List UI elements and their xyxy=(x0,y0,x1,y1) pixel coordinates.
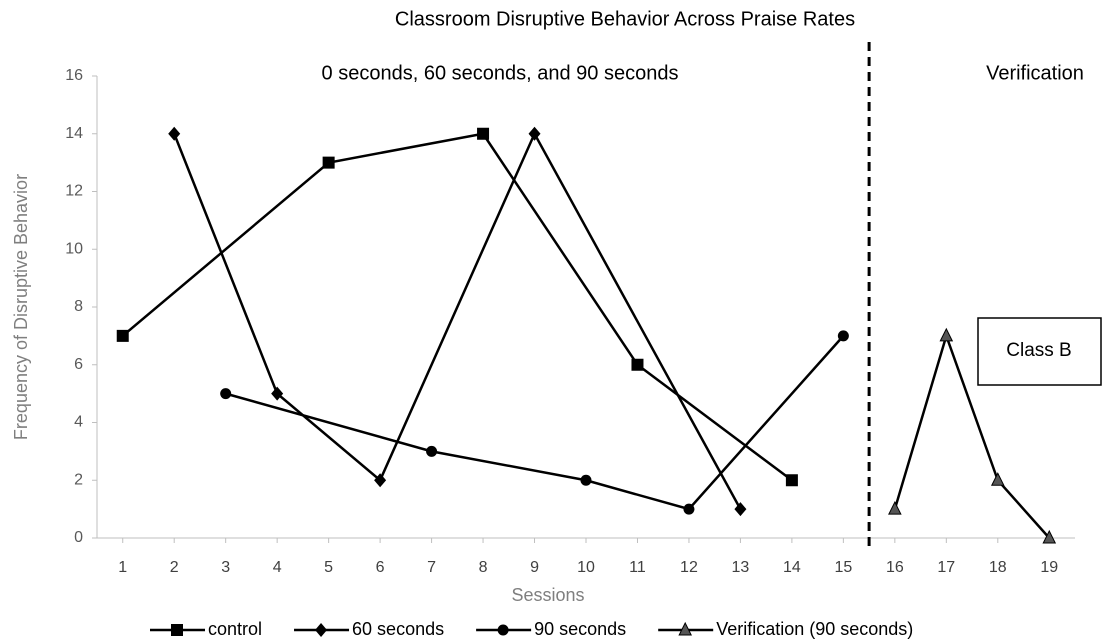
x-tick-label: 14 xyxy=(783,559,801,576)
class-label: Class B xyxy=(1006,340,1071,361)
marker xyxy=(220,388,232,400)
marker xyxy=(734,502,747,517)
marker xyxy=(631,358,644,371)
marker xyxy=(168,126,181,141)
y-tick-label: 16 xyxy=(65,67,83,84)
x-tick-label: 9 xyxy=(530,559,539,576)
marker xyxy=(116,329,129,342)
x-tick-label: 12 xyxy=(680,559,698,576)
x-tick-label: 1 xyxy=(118,559,127,576)
marker xyxy=(939,327,954,342)
x-tick-label: 4 xyxy=(273,559,282,576)
x-tick-label: 3 xyxy=(221,559,230,576)
x-tick-label: 6 xyxy=(376,559,385,576)
series-line xyxy=(893,331,1051,539)
x-tick-label: 5 xyxy=(324,559,333,576)
y-tick-label: 14 xyxy=(65,125,83,142)
x-tick-label: 17 xyxy=(937,559,955,576)
marker xyxy=(678,621,692,636)
legend-label: control xyxy=(208,619,262,639)
x-tick-label: 19 xyxy=(1040,559,1058,576)
phase-label: Verification xyxy=(986,62,1084,84)
marker xyxy=(426,445,438,457)
marker xyxy=(315,623,328,637)
legend-label: Verification (90 seconds) xyxy=(716,619,913,639)
y-tick-label: 8 xyxy=(74,298,83,315)
marker xyxy=(322,156,335,169)
y-tick-label: 10 xyxy=(65,240,83,257)
y-tick-label: 2 xyxy=(74,471,83,488)
x-tick-label: 7 xyxy=(427,559,436,576)
x-tick-label: 16 xyxy=(886,559,904,576)
marker xyxy=(580,474,592,486)
marker xyxy=(888,501,902,515)
marker xyxy=(683,503,695,515)
x-tick-label: 13 xyxy=(732,559,750,576)
series-line xyxy=(173,130,742,510)
y-tick-label: 0 xyxy=(74,529,83,546)
class-box xyxy=(977,317,1102,386)
legend-label: 60 seconds xyxy=(352,619,444,639)
marker xyxy=(271,386,284,401)
marker xyxy=(1042,529,1057,544)
x-tick-label: 18 xyxy=(989,559,1007,576)
x-tick-label: 2 xyxy=(170,559,179,576)
x-axis-label: Sessions xyxy=(511,585,584,605)
marker xyxy=(990,472,1005,486)
phase-label: 0 seconds, 60 seconds, and 90 seconds xyxy=(322,62,679,84)
marker xyxy=(837,330,849,342)
x-tick-label: 8 xyxy=(479,559,488,576)
y-axis-label: Frequency of Disruptive Behavior xyxy=(11,174,31,440)
marker xyxy=(171,624,183,636)
series-line xyxy=(225,335,845,511)
marker xyxy=(374,473,387,488)
marker xyxy=(528,126,541,141)
marker xyxy=(497,624,509,636)
x-tick-label: 15 xyxy=(834,559,852,576)
legend-label: 90 seconds xyxy=(534,619,626,639)
marker xyxy=(477,127,490,140)
chart-title: Classroom Disruptive Behavior Across Pra… xyxy=(395,8,855,30)
y-tick-label: 4 xyxy=(74,414,83,431)
marker xyxy=(785,474,798,487)
y-tick-label: 6 xyxy=(74,356,83,373)
x-tick-label: 10 xyxy=(577,559,595,576)
y-tick-label: 12 xyxy=(65,183,83,200)
x-tick-label: 11 xyxy=(629,559,646,576)
